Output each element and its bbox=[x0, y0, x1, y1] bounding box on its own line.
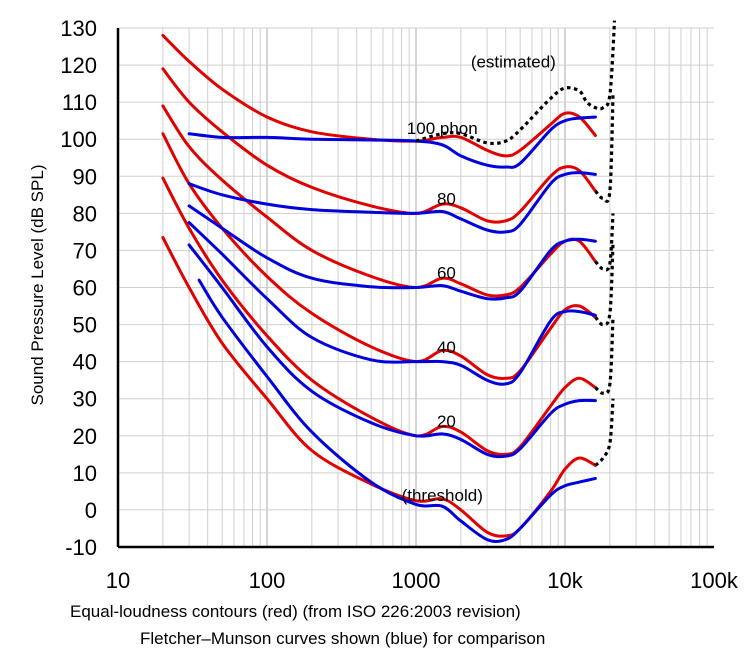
estimated-curve-14 bbox=[594, 213, 615, 272]
y-tick-label: 100 bbox=[60, 127, 97, 152]
curve-annotation: 80 bbox=[437, 190, 456, 209]
curve-annotation: (estimated) bbox=[471, 52, 556, 71]
curve-annotation: 20 bbox=[437, 412, 456, 431]
x-tick-label: 10 bbox=[106, 568, 130, 593]
y-tick-label: 110 bbox=[62, 90, 97, 115]
x-tick-label: 100k bbox=[690, 568, 739, 593]
curve-annotation: 100 phon bbox=[407, 119, 478, 138]
y-tick-label: 130 bbox=[60, 16, 97, 41]
y-tick-label: 120 bbox=[60, 53, 97, 78]
estimated-curve-12 bbox=[415, 20, 617, 146]
y-axis-label: Sound Pressure Level (dB SPL) bbox=[28, 165, 47, 406]
y-tick-label: 0 bbox=[85, 498, 97, 523]
fletcher-munson-curve-10 bbox=[187, 243, 597, 459]
y-tick-label: 40 bbox=[73, 350, 97, 375]
fletcher-munson-curve-8 bbox=[187, 204, 597, 301]
estimated-curve-13 bbox=[594, 94, 615, 203]
axes bbox=[116, 28, 714, 549]
y-tick-label: 90 bbox=[73, 164, 97, 189]
caption-line-2: Fletcher–Munson curves shown (blue) for … bbox=[140, 629, 546, 648]
y-tick-label: 70 bbox=[73, 238, 97, 263]
iso-contour-3 bbox=[161, 132, 597, 380]
y-tick-label: 10 bbox=[73, 461, 97, 486]
curve-annotation: 40 bbox=[437, 338, 456, 357]
x-tick-label: 10k bbox=[547, 568, 583, 593]
caption-line-1: Equal-loudness contours (red) (from ISO … bbox=[70, 602, 521, 621]
curve-annotation: (threshold) bbox=[402, 486, 483, 505]
iso-contour-0 bbox=[161, 33, 597, 158]
estimated-curve-16 bbox=[594, 317, 615, 395]
x-tick-label: 1000 bbox=[392, 568, 441, 593]
annotations: (estimated) 100 phon 80 60 40 20 (threshold) bbox=[402, 52, 556, 505]
y-tick-label: 60 bbox=[73, 276, 97, 301]
y-tick-label: 80 bbox=[73, 201, 97, 226]
y-tick-label: 30 bbox=[73, 387, 97, 412]
fletcher-munson-curve-6 bbox=[187, 115, 597, 169]
x-tick-label: 100 bbox=[249, 568, 286, 593]
series-group bbox=[161, 20, 617, 543]
estimated-curve-15 bbox=[594, 242, 615, 327]
x-tick-labels: 10 100 1000 10k 100k bbox=[106, 568, 739, 593]
y-tick-label: 20 bbox=[73, 424, 97, 449]
fletcher-munson-curve-9 bbox=[187, 221, 597, 386]
fletcher-munson-curve-7 bbox=[187, 171, 597, 234]
iso-contour-4 bbox=[161, 176, 597, 456]
iso-contour-5 bbox=[161, 236, 597, 538]
estimated-curve-17 bbox=[594, 398, 615, 467]
curve-annotation: 60 bbox=[437, 264, 456, 283]
y-tick-label: 50 bbox=[73, 313, 97, 338]
y-tick-label: -10 bbox=[65, 535, 97, 560]
fletcher-munson-curve-11 bbox=[197, 278, 597, 543]
iso-contour-1 bbox=[161, 67, 597, 224]
